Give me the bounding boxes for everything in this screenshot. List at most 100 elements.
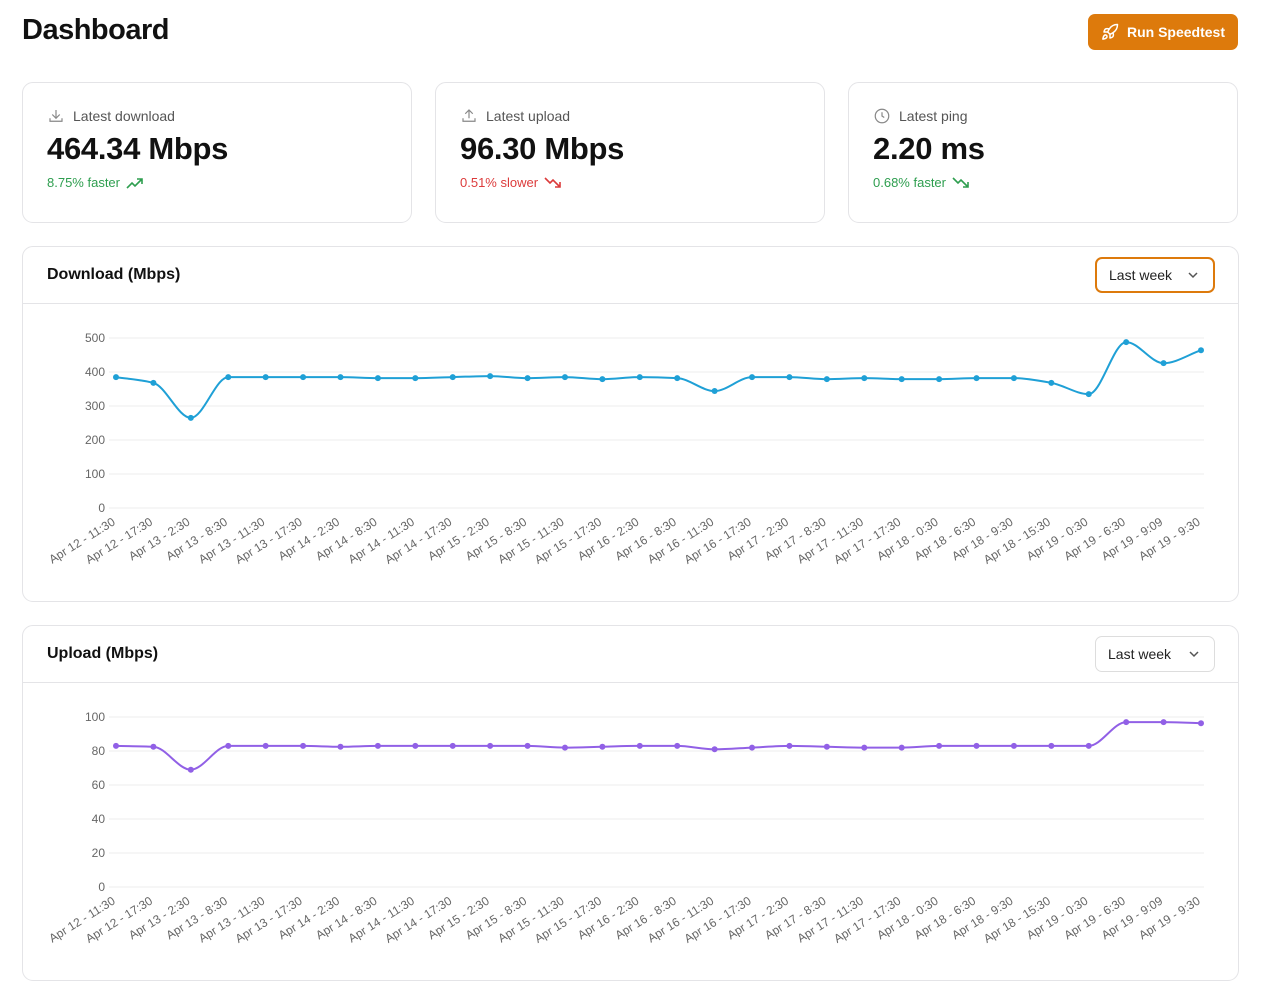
point	[1198, 720, 1204, 727]
point	[861, 375, 868, 382]
point	[262, 374, 269, 381]
point	[113, 374, 119, 381]
y-tick-label: 60	[92, 778, 106, 792]
point	[636, 374, 643, 381]
chevron	[1189, 651, 1199, 658]
point	[337, 374, 344, 381]
point	[150, 379, 157, 386]
point	[225, 374, 232, 381]
range-select[interactable]: Last week	[1095, 257, 1215, 293]
point	[262, 742, 269, 749]
run-speedtest-button[interactable]: Run Speedtest	[1088, 14, 1238, 50]
point	[786, 374, 793, 381]
point	[412, 742, 419, 749]
point	[187, 414, 194, 421]
point	[973, 375, 980, 382]
range-label: Last week	[1108, 646, 1172, 662]
stat-change: 0.51% slower	[460, 175, 539, 190]
point	[225, 742, 232, 749]
range-select[interactable]: Last week	[1095, 636, 1215, 672]
point	[150, 743, 157, 750]
stat-change: 0.68% faster	[873, 175, 946, 190]
y-tick-label: 80	[92, 744, 106, 758]
line	[115, 721, 1202, 771]
point	[1085, 742, 1092, 749]
stat-value: 464.34 Mbps	[47, 131, 229, 166]
point	[449, 742, 456, 749]
trend-up-icon	[126, 177, 143, 189]
point	[823, 376, 830, 383]
point	[374, 742, 381, 749]
point	[1048, 379, 1055, 386]
ping-card: Latest ping 2.20 ms 0.68% faster	[848, 82, 1238, 223]
point	[374, 375, 381, 382]
range-label: Last week	[1109, 267, 1173, 283]
point	[337, 743, 344, 750]
chart-title: Upload (Mbps)	[47, 645, 159, 662]
point	[1123, 719, 1130, 726]
rocket-icon	[1102, 23, 1119, 40]
button-label: Run Speedtest	[1126, 24, 1225, 40]
y-tick-label: 400	[85, 365, 105, 379]
point	[749, 744, 756, 751]
point	[113, 742, 119, 749]
point	[300, 742, 307, 749]
y-tick-label: 300	[85, 399, 105, 413]
y-tick-label: 500	[85, 331, 105, 345]
point	[412, 375, 419, 382]
y-tick-label: 20	[92, 846, 106, 860]
point	[561, 374, 568, 381]
chart-title: Download (Mbps)	[47, 266, 181, 283]
point	[487, 742, 494, 749]
point	[711, 746, 718, 753]
y-tick-label: 100	[85, 710, 105, 724]
point	[561, 744, 568, 751]
upload-card: Latest upload 96.30 Mbps 0.51% slower	[435, 82, 825, 223]
download-chart-card: Download (Mbps) Last week 0 100 200 300 400 5…	[22, 246, 1239, 602]
point	[711, 388, 718, 395]
point	[599, 743, 606, 750]
point	[1010, 375, 1017, 382]
y-tick-label: 0	[98, 501, 105, 515]
y-tick-label: 100	[85, 467, 105, 481]
point	[449, 374, 456, 381]
point	[187, 766, 194, 773]
point	[1198, 347, 1204, 354]
chevron	[1188, 272, 1198, 279]
point	[749, 374, 756, 381]
point	[898, 744, 905, 751]
download-card: Latest download 464.34 Mbps 8.75% faster	[22, 82, 412, 223]
stat-label: Latest download	[73, 108, 175, 124]
stat-label: Latest ping	[899, 108, 968, 124]
point	[524, 742, 531, 749]
point	[898, 376, 905, 383]
point	[973, 742, 980, 749]
point	[786, 742, 793, 749]
upload-icon	[462, 109, 476, 122]
y-tick-label: 200	[85, 433, 105, 447]
download-icon	[49, 110, 63, 122]
point	[636, 742, 643, 749]
point	[524, 375, 531, 382]
point	[823, 743, 830, 750]
stat-label: Latest upload	[486, 108, 571, 124]
trend-down-icon	[544, 176, 561, 188]
line	[115, 341, 1202, 419]
y-tick-label: 40	[92, 812, 106, 826]
y-tick-label: 0	[98, 880, 105, 894]
stat-value: 2.20 ms	[873, 131, 985, 166]
point	[1160, 360, 1167, 367]
point	[599, 376, 606, 383]
page-title: Dashboard	[22, 14, 169, 46]
point	[300, 374, 307, 381]
point	[674, 375, 681, 382]
trend-down-icon	[952, 176, 969, 188]
point	[1123, 339, 1130, 346]
upload-chart-card: Upload (Mbps) Last week 0 20 40 60 80 100 Apr …	[22, 625, 1239, 981]
stat-change: 8.75% faster	[47, 175, 120, 190]
point	[487, 373, 494, 380]
point	[936, 742, 943, 749]
